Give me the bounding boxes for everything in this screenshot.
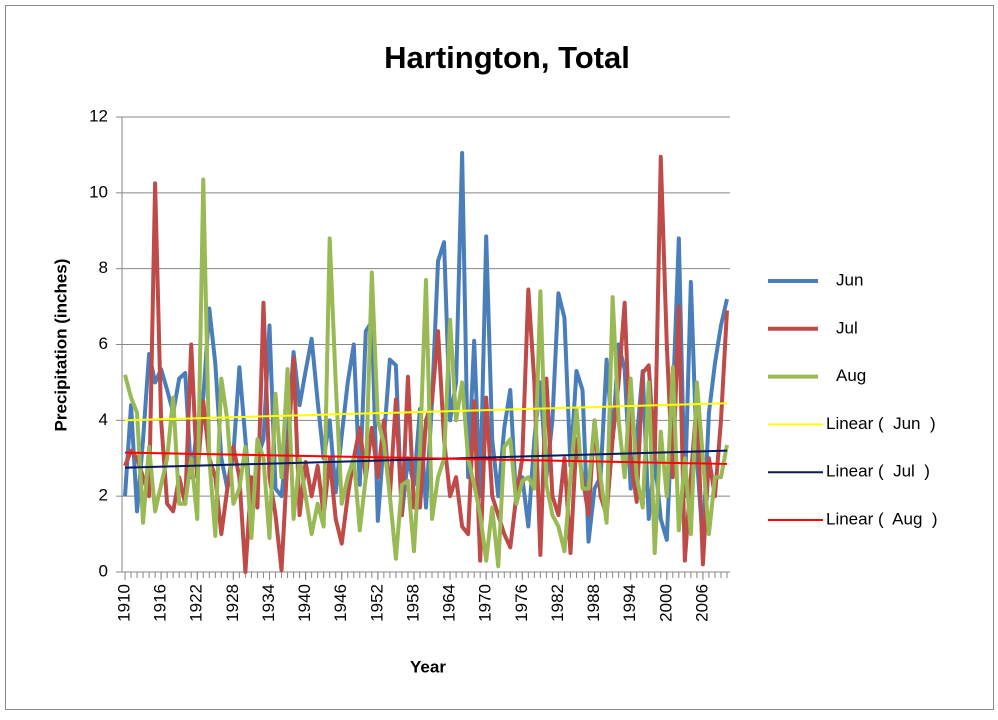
x-tick-label: 1934 <box>259 584 278 622</box>
y-tick-label: 6 <box>99 334 108 353</box>
trend-line <box>124 402 728 422</box>
y-axis-label: Precipitation (inches) <box>51 259 70 432</box>
y-tick-label: 8 <box>99 258 108 277</box>
x-tick-label: 1970 <box>476 584 495 622</box>
x-tick-label: 2000 <box>656 584 675 622</box>
x-tick-label: 1988 <box>584 584 603 622</box>
y-tick-label: 4 <box>99 410 108 429</box>
legend-label: Jun <box>836 270 863 289</box>
x-tick-label: 1982 <box>548 584 567 622</box>
y-tick-label: 0 <box>99 561 108 580</box>
legend-label: Aug <box>836 366 866 385</box>
x-tick-label: 1940 <box>295 584 314 622</box>
y-tick-label: 12 <box>89 106 108 125</box>
x-tick-label: 1994 <box>620 584 639 622</box>
x-tick-label: 1916 <box>151 584 170 622</box>
y-tick-label: 10 <box>89 182 108 201</box>
x-tick-label: 2006 <box>692 584 711 622</box>
y-tick-label: 2 <box>99 486 108 505</box>
legend-label: Linear ( Jun ) <box>826 414 936 433</box>
chart-title: Hartington, Total <box>384 40 630 75</box>
x-tick-label: 1946 <box>331 584 350 622</box>
x-tick-label: 1922 <box>187 584 206 622</box>
legend-label: Linear ( Jul ) <box>826 462 930 481</box>
trend-line <box>124 451 728 465</box>
series-line <box>123 177 729 569</box>
x-tick-label: 1976 <box>512 584 531 622</box>
legend-label: Linear ( Aug ) <box>826 509 938 528</box>
x-tick-label: 1928 <box>223 584 242 622</box>
series-line <box>123 151 729 546</box>
x-tick-label: 1958 <box>403 584 422 622</box>
x-tick-label: 1952 <box>367 584 386 622</box>
legend-label: Jul <box>836 318 858 337</box>
x-tick-label: 1910 <box>114 584 133 622</box>
chart-border <box>5 5 994 710</box>
x-axis-label: Year <box>410 657 446 676</box>
series-line <box>123 154 729 574</box>
x-tick-label: 1964 <box>440 584 459 622</box>
